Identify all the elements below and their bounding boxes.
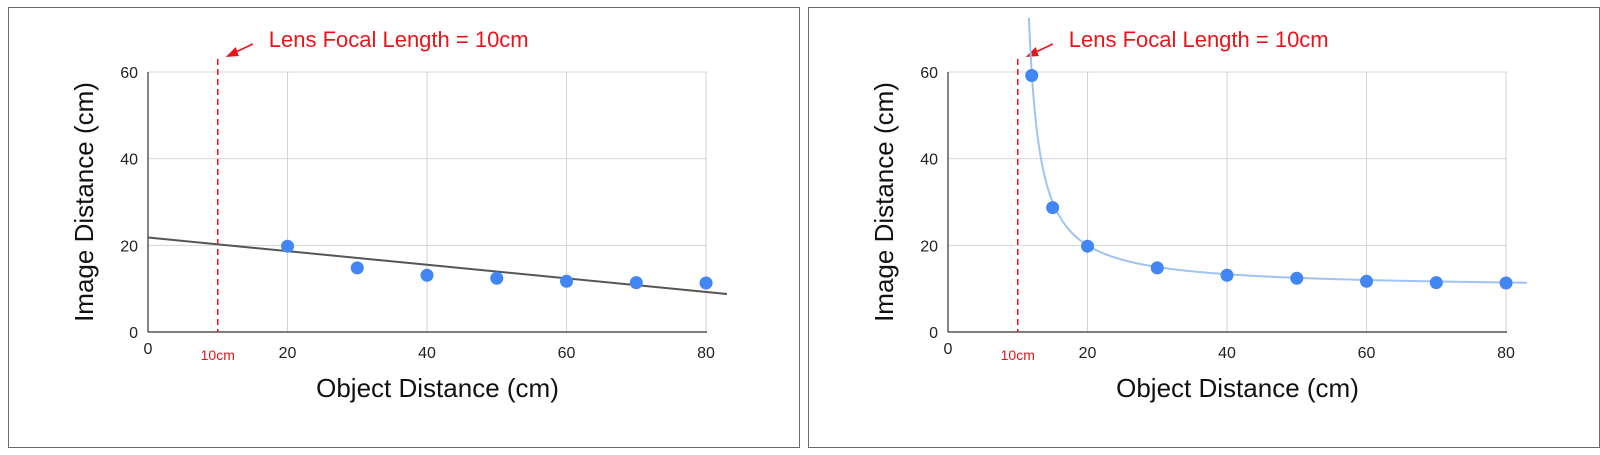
data-point <box>1290 271 1304 285</box>
focal-length-label: 10cm <box>1001 347 1035 363</box>
x-tick-label: 20 <box>279 345 297 362</box>
annotation-arrow-head <box>1025 47 1039 57</box>
data-point <box>350 261 364 275</box>
chart-right: 0 20 40 60 0 20 40 60 80 Object Distance (cm) Imag… <box>869 17 1527 403</box>
y-tick-label: 0 <box>129 325 138 342</box>
x-tick-label: 40 <box>1218 345 1236 362</box>
chart-panel-right: 0 20 40 60 0 20 40 60 80 Object Distance (cm) Imag… <box>808 7 1600 448</box>
trendline-curve <box>1027 17 1527 284</box>
annotation-arrow-head <box>225 47 239 57</box>
annotation-text: Lens Focal Length = 10cm <box>269 27 529 52</box>
y-tick-label: 40 <box>120 152 138 169</box>
y-tick-label: 20 <box>120 238 138 255</box>
y-axis-title: Image Distance (cm) <box>69 82 99 322</box>
data-point <box>1081 239 1095 253</box>
y-axis-title: Image Distance (cm) <box>869 82 899 322</box>
data-point <box>560 274 574 288</box>
x-tick-label: 80 <box>1497 345 1515 362</box>
x-axis-title: Object Distance (cm) <box>316 373 559 403</box>
data-point <box>1025 68 1039 82</box>
x-tick-label: 20 <box>1079 345 1097 362</box>
y-tick-label: 40 <box>920 152 938 169</box>
x-tick-label: 40 <box>418 345 436 362</box>
data-point <box>1150 261 1164 275</box>
data-point <box>1360 274 1374 288</box>
chart-panel-left: 0 20 40 60 0 20 40 60 80 Object Distance (cm) Imag… <box>8 7 800 448</box>
data-point <box>1499 276 1513 290</box>
data-point <box>1046 201 1060 215</box>
x-tick-label: 60 <box>558 345 576 362</box>
x-axis-title: Object Distance (cm) <box>1116 373 1359 403</box>
data-point <box>490 271 504 285</box>
x-tick-label: 60 <box>1358 345 1376 362</box>
y-tick-label: 20 <box>920 238 938 255</box>
chart-left: 0 20 40 60 0 20 40 60 80 Object Distance (cm) Imag… <box>69 27 728 403</box>
x-tick-label: 0 <box>944 341 953 358</box>
focal-length-label: 10cm <box>201 347 235 363</box>
y-tick-label: 60 <box>120 65 138 82</box>
data-point <box>420 268 434 282</box>
data-point <box>1429 276 1443 290</box>
y-tick-label: 60 <box>920 65 938 82</box>
annotation-text: Lens Focal Length = 10cm <box>1069 27 1329 52</box>
y-tick-label: 0 <box>929 325 938 342</box>
data-point <box>699 276 713 290</box>
x-tick-label: 80 <box>697 345 715 362</box>
x-tick-label: 0 <box>144 341 153 358</box>
data-point <box>1220 268 1234 282</box>
data-point <box>281 239 295 253</box>
data-point <box>629 276 643 290</box>
